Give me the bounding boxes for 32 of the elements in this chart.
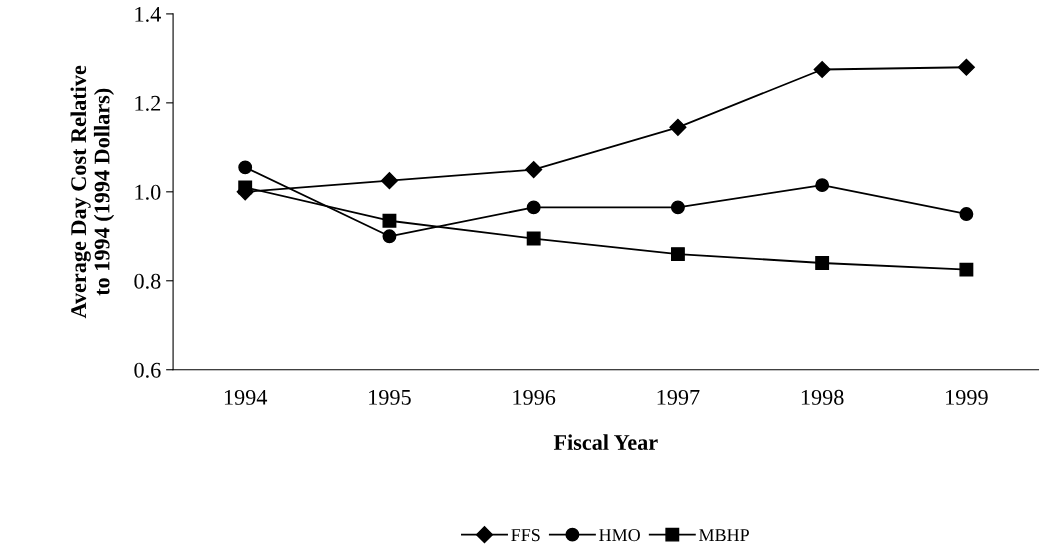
y-tick-label: 0.8 — [134, 273, 161, 289]
point — [670, 200, 685, 215]
point — [526, 200, 541, 215]
legend-label: HMO — [599, 529, 640, 542]
x-tick-label: 1995 — [369, 389, 411, 405]
x-tick-label: 1998 — [801, 389, 844, 405]
point — [815, 178, 830, 193]
x-tick-label: 1994 — [224, 389, 268, 405]
y-tick-label: 1.4 — [135, 6, 161, 22]
point — [382, 229, 397, 244]
x-tick-label: 1999 — [946, 389, 988, 405]
legend-label: MBHP — [699, 529, 749, 542]
point — [813, 60, 831, 79]
point — [959, 207, 974, 222]
y-tick-label: 0.6 — [134, 362, 161, 378]
point — [669, 118, 687, 136]
point — [959, 262, 974, 277]
point — [380, 172, 398, 190]
point — [238, 160, 253, 175]
y-axis-title: Average Day Cost Relative to 1994 (1994 Dollars) — [70, 65, 115, 319]
y-tick-label: 1.0 — [135, 184, 161, 200]
y-tick-label: 1.2 — [135, 95, 161, 111]
point — [670, 247, 685, 262]
x-tick-label: 1996 — [513, 389, 556, 405]
point — [525, 161, 543, 179]
point — [526, 231, 541, 246]
x-axis-title: Fiscal Year — [553, 434, 658, 450]
point — [382, 213, 397, 228]
legend-label: FFS — [511, 529, 540, 542]
point — [815, 256, 830, 270]
x-tick-label: 1997 — [657, 389, 700, 405]
point — [957, 58, 975, 76]
